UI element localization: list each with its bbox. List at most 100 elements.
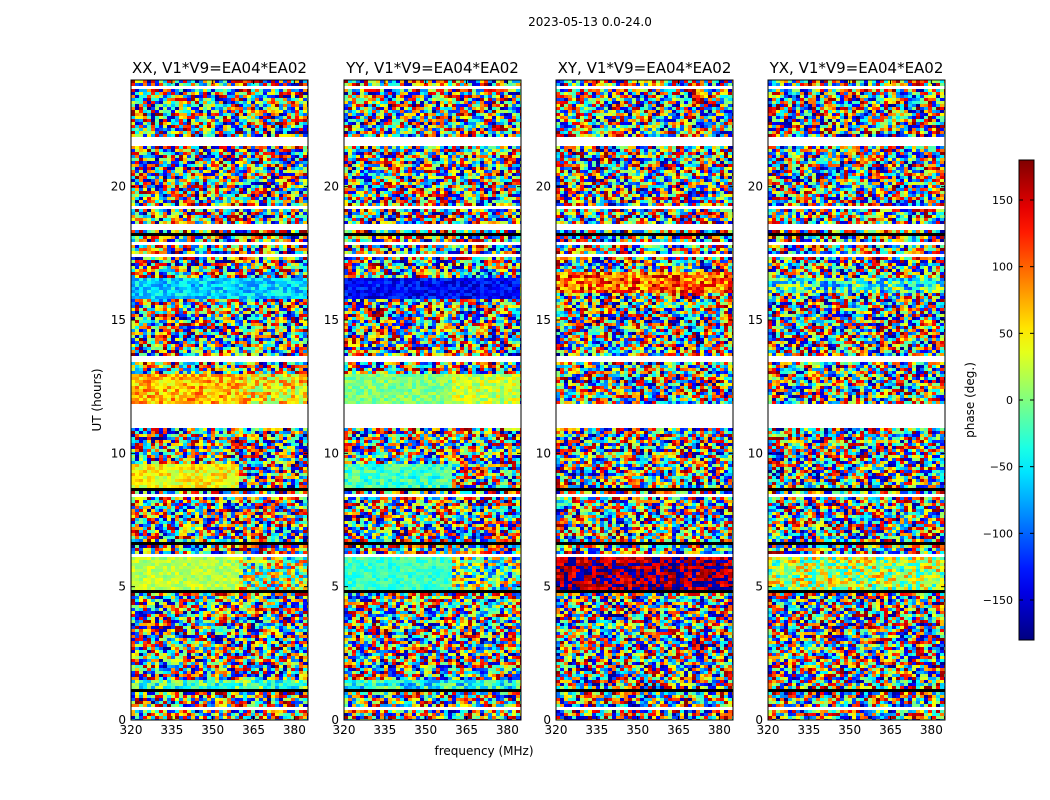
heatmap-cell	[291, 371, 295, 374]
heatmap-cell	[303, 152, 307, 155]
heatmap-cell	[211, 278, 215, 281]
heatmap-cell	[287, 203, 291, 206]
heatmap-cell	[239, 239, 243, 242]
heatmap-cell	[143, 116, 147, 119]
heatmap-cell	[211, 245, 215, 248]
heatmap-cell	[271, 437, 275, 440]
heatmap-cell	[211, 383, 215, 386]
heatmap-cell	[239, 257, 243, 260]
heatmap-cell	[255, 167, 259, 170]
heatmap-cell	[143, 209, 147, 212]
heatmap-cell	[167, 302, 171, 305]
heatmap-cell	[279, 374, 283, 377]
heatmap-cell	[271, 281, 275, 284]
heatmap-cell	[243, 236, 247, 239]
heatmap-cell	[295, 116, 299, 119]
heatmap-cell	[295, 428, 299, 431]
heatmap-cell	[143, 305, 147, 308]
heatmap-cell	[179, 299, 183, 302]
heatmap-cell	[183, 383, 187, 386]
heatmap-cell	[143, 395, 147, 398]
heatmap-cell	[247, 188, 251, 191]
heatmap-cell	[247, 278, 251, 281]
heatmap-cell	[163, 449, 167, 452]
heatmap-cell	[259, 389, 263, 392]
heatmap-cell	[175, 443, 179, 446]
heatmap-cell	[235, 218, 239, 221]
heatmap-cell	[291, 239, 295, 242]
heatmap-cell	[275, 128, 279, 131]
heatmap-cell	[271, 467, 275, 470]
heatmap-cell	[187, 353, 191, 356]
heatmap-cell	[259, 317, 263, 320]
heatmap-cell	[199, 437, 203, 440]
heatmap-cell	[139, 176, 143, 179]
heatmap-cell	[155, 296, 159, 299]
heatmap-cell	[267, 251, 271, 254]
heatmap-cell	[175, 236, 179, 239]
heatmap-cell	[291, 374, 295, 377]
heatmap-cell	[219, 269, 223, 272]
heatmap-cell	[247, 161, 251, 164]
heatmap-cell	[131, 467, 135, 470]
heatmap-cell	[299, 98, 303, 101]
heatmap-cell	[207, 395, 211, 398]
heatmap-cell	[267, 383, 271, 386]
heatmap-cell	[175, 314, 179, 317]
heatmap-cell	[267, 215, 271, 218]
heatmap-cell	[283, 176, 287, 179]
heatmap-cell	[183, 80, 187, 83]
heatmap-cell	[151, 155, 155, 158]
heatmap-cell	[287, 188, 291, 191]
heatmap-cell	[279, 179, 283, 182]
heatmap-cell	[291, 461, 295, 464]
heatmap-cell	[227, 128, 231, 131]
heatmap-cell	[283, 311, 287, 314]
heatmap-cell	[231, 263, 235, 266]
heatmap-cell	[191, 188, 195, 191]
heatmap-cell	[143, 101, 147, 104]
heatmap-cell	[279, 365, 283, 368]
heatmap-cell	[179, 98, 183, 101]
heatmap-cell	[251, 311, 255, 314]
heatmap-cell	[219, 215, 223, 218]
heatmap-cell	[279, 323, 283, 326]
heatmap-cell	[227, 107, 231, 110]
heatmap-cell	[247, 305, 251, 308]
heatmap-cell	[139, 458, 143, 461]
heatmap-cell	[259, 89, 263, 92]
heatmap-cell	[203, 173, 207, 176]
heatmap-cell	[139, 431, 143, 434]
heatmap-cell	[195, 239, 199, 242]
heatmap-cell	[271, 323, 275, 326]
heatmap-cell	[167, 395, 171, 398]
heatmap-cell	[275, 314, 279, 317]
heatmap-cell	[167, 266, 171, 269]
heatmap-cell	[227, 113, 231, 116]
heatmap-cell	[223, 380, 227, 383]
heatmap-cell	[251, 344, 255, 347]
heatmap-cell	[287, 344, 291, 347]
heatmap-cell	[279, 284, 283, 287]
heatmap-cell	[139, 260, 143, 263]
heatmap-cell	[303, 449, 307, 452]
heatmap-cell	[207, 293, 211, 296]
heatmap-cell	[275, 353, 279, 356]
heatmap-cell	[299, 365, 303, 368]
heatmap-cell	[179, 437, 183, 440]
heatmap-cell	[207, 392, 211, 395]
heatmap-cell	[255, 101, 259, 104]
heatmap-cell	[203, 236, 207, 239]
heatmap-cell	[239, 290, 243, 293]
heatmap-cell	[283, 161, 287, 164]
heatmap-cell	[271, 245, 275, 248]
heatmap-cell	[279, 98, 283, 101]
heatmap-cell	[187, 296, 191, 299]
heatmap-cell	[211, 350, 215, 353]
heatmap-cell	[155, 173, 159, 176]
heatmap-cell	[191, 371, 195, 374]
heatmap-cell	[219, 380, 223, 383]
heatmap-cell	[131, 284, 135, 287]
heatmap-cell	[275, 182, 279, 185]
heatmap-cell	[295, 329, 299, 332]
